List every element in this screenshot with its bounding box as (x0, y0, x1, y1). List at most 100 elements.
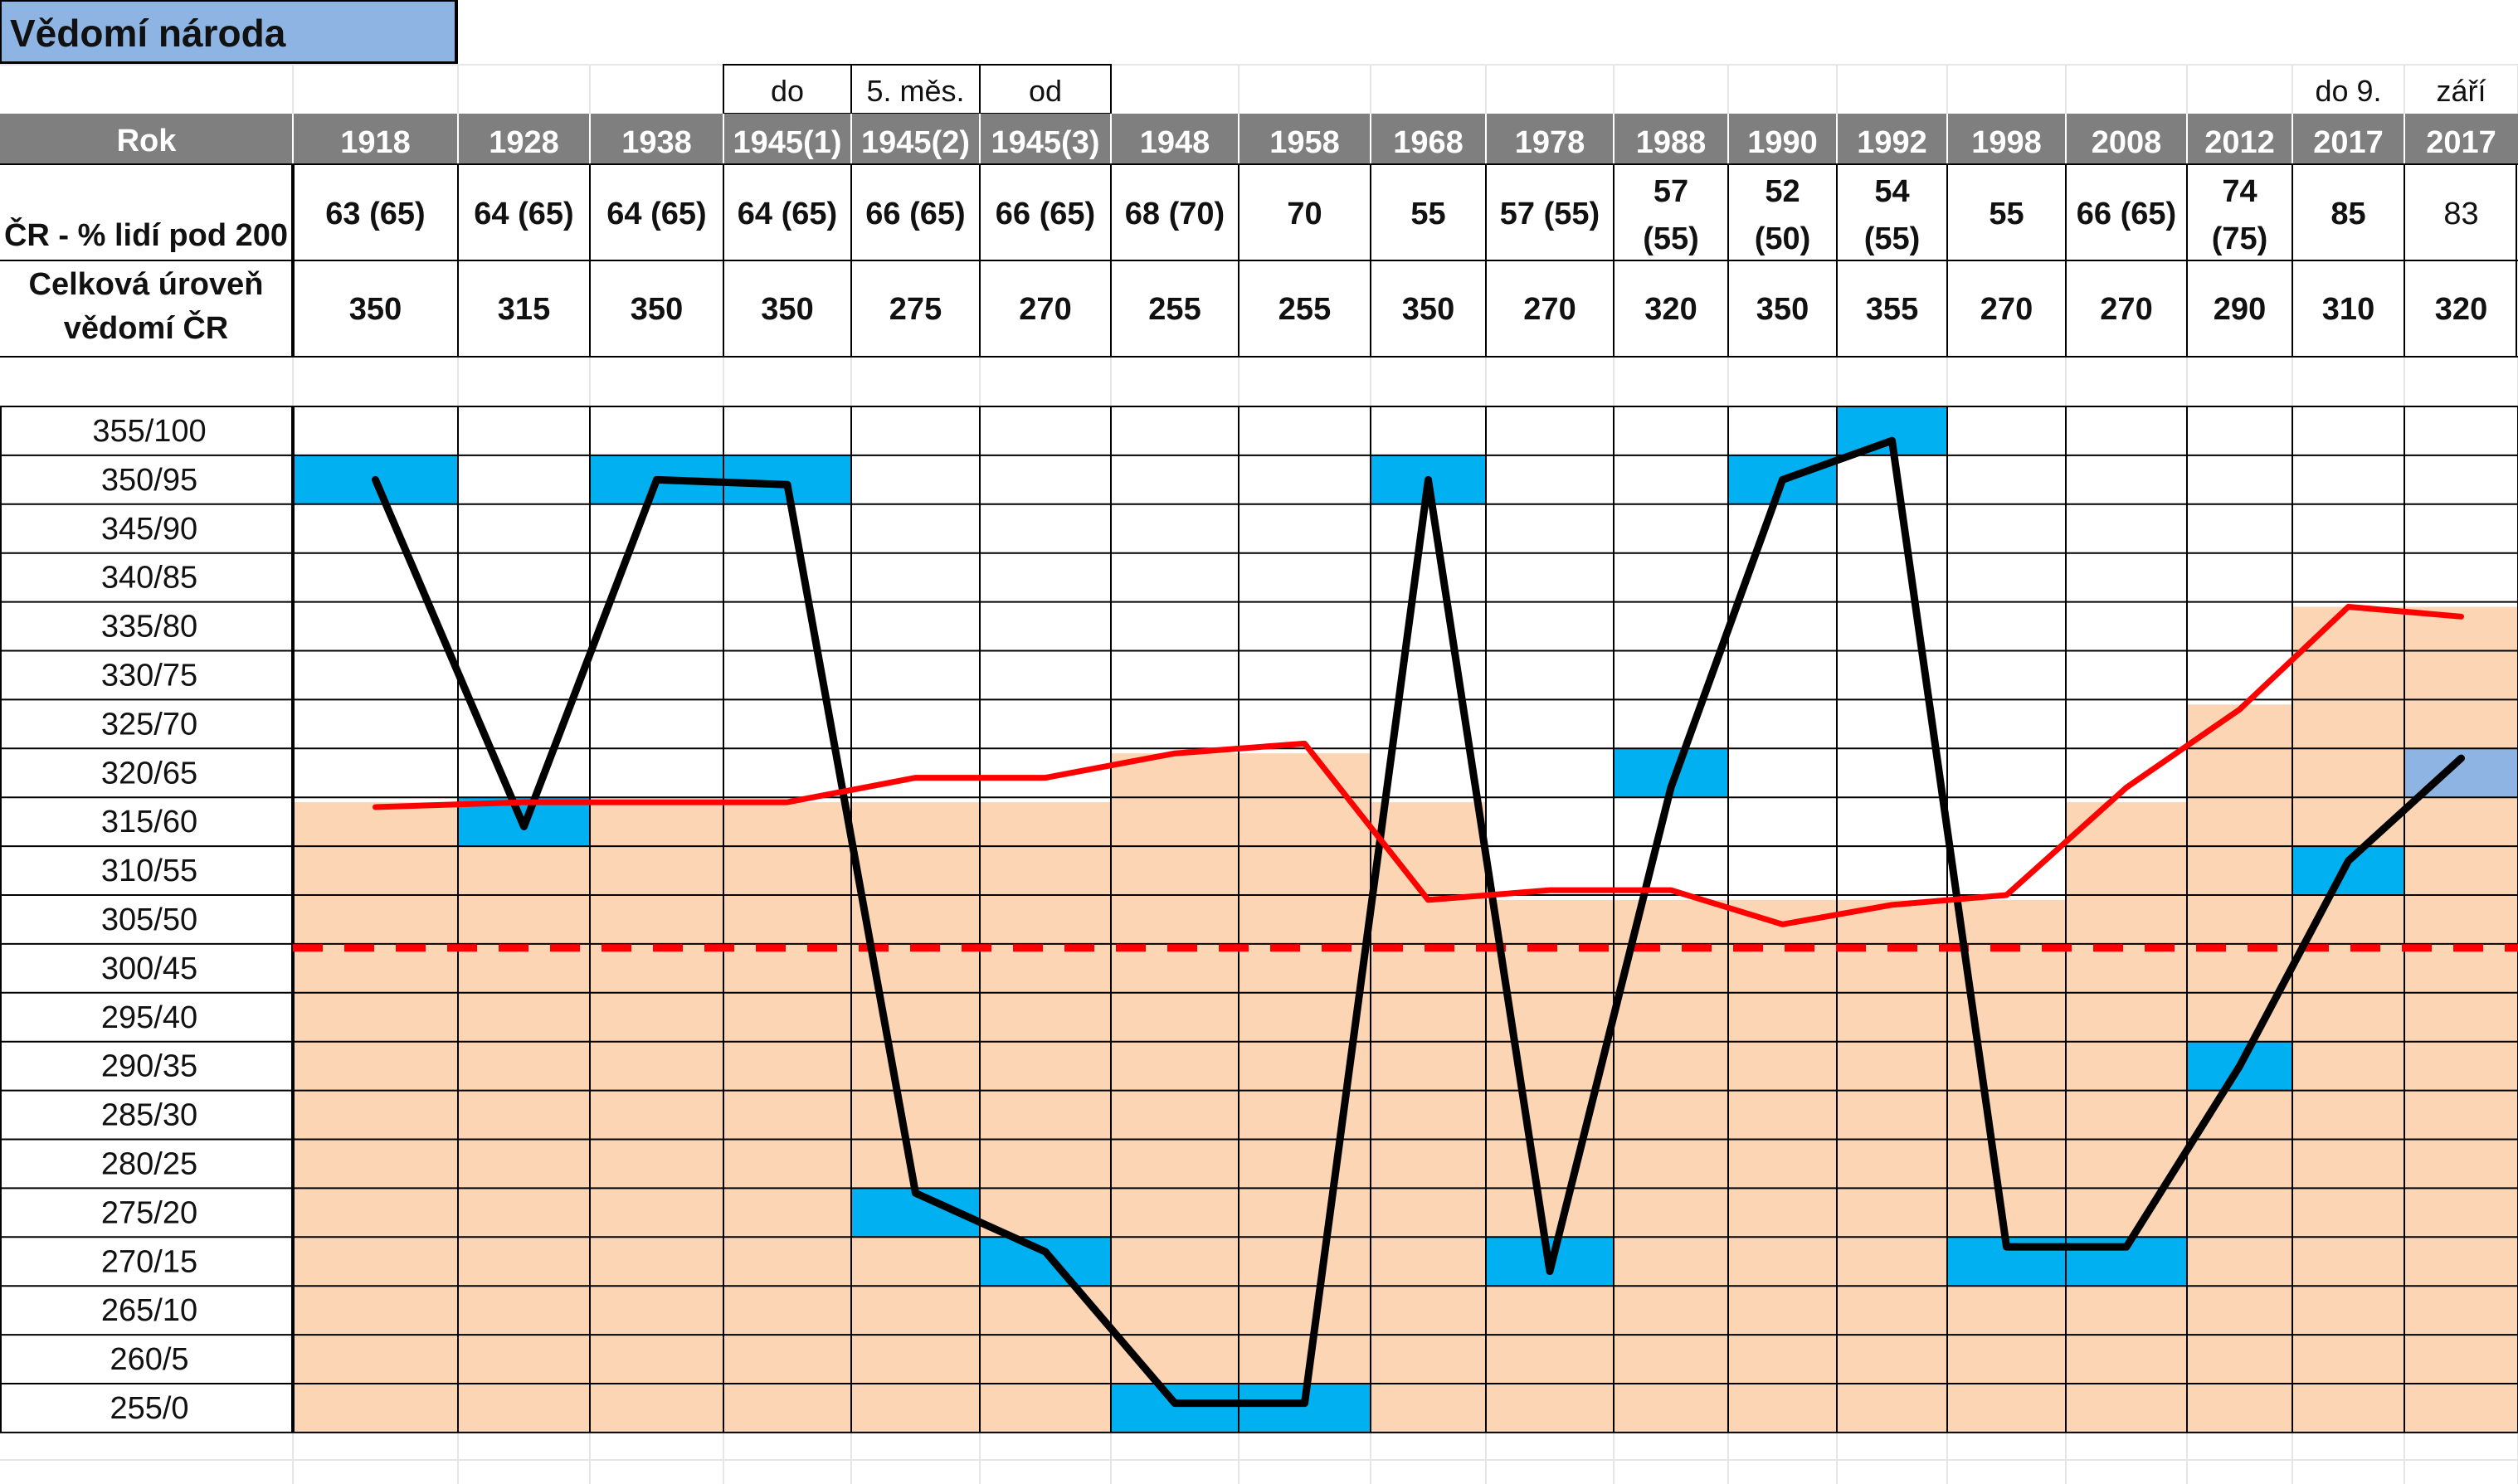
percent-label: 66 (65) (996, 197, 1095, 231)
level-label: 270 (1523, 292, 1576, 327)
level-label: 320 (2435, 292, 2487, 327)
level-label: 255 (1148, 292, 1201, 327)
peach-cell (1614, 899, 1728, 1433)
peach-cell (1111, 753, 1239, 1433)
level-label: 270 (1019, 292, 1071, 327)
peach-cell (2066, 802, 2187, 1433)
header-note: 5. měs. (866, 74, 964, 108)
y-tick-label: 350/95 (101, 463, 197, 498)
level-label: 350 (349, 292, 402, 327)
percent-label: 64 (65) (738, 197, 837, 231)
year-label: 2012 (2204, 125, 2275, 160)
percent-label: 74 (2222, 174, 2257, 209)
peach-area (293, 606, 2518, 1433)
year-label: 1945(1) (733, 125, 842, 160)
chart-title: Vědomí národa (10, 12, 286, 55)
highlight-cell (980, 1237, 1111, 1287)
percent-label: (55) (1643, 221, 1699, 256)
percent-label: 54 (1874, 174, 1909, 209)
text-layer: Vědomí národa do 5. měs. od do 9. září Rok 1918… (4, 12, 2496, 1426)
level-label: 310 (2322, 292, 2374, 327)
y-tick-label: 285/30 (101, 1098, 197, 1133)
y-tick-label: 315/60 (101, 805, 197, 839)
percent-label: 57 (1654, 174, 1688, 209)
year-label: 1918 (340, 125, 411, 160)
year-label: 1990 (1747, 125, 1818, 160)
y-tick-label: 335/80 (101, 610, 197, 645)
y-tick-label: 290/35 (101, 1049, 197, 1084)
year-label: 1958 (1269, 125, 1340, 160)
year-label: 1945(2) (861, 125, 970, 160)
level-label: 275 (889, 292, 942, 327)
y-tick-label: 325/70 (101, 707, 197, 742)
percent-label: 55 (1410, 197, 1445, 231)
y-tick-label: 300/45 (101, 951, 197, 986)
year-label: 1945(3) (991, 125, 1100, 160)
year-label: 1978 (1515, 125, 1585, 160)
y-tick-label: 330/75 (101, 659, 197, 693)
title-box (0, 0, 458, 65)
peach-cell (1371, 802, 1486, 1433)
header-row (0, 114, 2518, 164)
y-tick-label: 305/50 (101, 903, 197, 937)
y-tick-label: 295/40 (101, 1000, 197, 1035)
level-label: 350 (631, 292, 683, 327)
peach-cell (2292, 606, 2404, 1433)
percent-label: (75) (2212, 221, 2268, 256)
y-tick-label: 310/55 (101, 854, 197, 888)
percent-label: 68 (70) (1125, 197, 1225, 231)
row-label-year: Rok (117, 124, 178, 158)
level-label: 270 (2100, 292, 2152, 327)
header-note: do (771, 74, 804, 108)
y-tick-label: 280/25 (101, 1147, 197, 1182)
row-label-level-2: vědomí ČR (64, 309, 228, 346)
percent-label: 66 (65) (2077, 197, 2176, 231)
peach-cell (980, 802, 1111, 1433)
highlight-cell (1111, 1384, 1239, 1433)
year-label: 1998 (1971, 125, 2042, 160)
level-label: 355 (1866, 292, 1918, 327)
peach-cell (723, 802, 851, 1433)
year-label: 2017 (2426, 125, 2496, 160)
percent-label: 85 (2330, 197, 2365, 231)
year-label: 1988 (1636, 125, 1707, 160)
y-tick-label: 255/0 (110, 1391, 188, 1426)
peach-cell (293, 802, 458, 1433)
year-label: 2008 (2092, 125, 2162, 160)
percent-label: 83 (2443, 197, 2478, 231)
peach-cell (1837, 899, 1947, 1433)
percent-label: 57 (55) (1500, 197, 1600, 231)
percent-label: 63 (65) (325, 197, 425, 231)
grid-lines (0, 114, 2518, 1433)
y-tick-label: 270/15 (101, 1244, 197, 1279)
peach-cell (851, 802, 980, 1433)
level-label: 350 (761, 292, 813, 327)
header-note: do 9. (2315, 74, 2381, 108)
year-label: 1938 (621, 125, 692, 160)
level-series-line (372, 436, 2465, 1408)
percent-label: (55) (1864, 221, 1921, 256)
level-label: 315 (498, 292, 550, 327)
y-tick-label: 340/85 (101, 561, 197, 596)
year-label: 2017 (2313, 125, 2384, 160)
series-lines (293, 436, 2518, 1408)
year-label: 1928 (489, 125, 559, 160)
header-note: od (1029, 74, 1062, 108)
percent-label: 64 (65) (606, 197, 706, 231)
year-label: 1968 (1393, 125, 1464, 160)
year-label: 1948 (1140, 125, 1210, 160)
peach-cell (458, 802, 590, 1433)
highlight-cell (2292, 846, 2404, 895)
y-tick-label: 265/10 (101, 1293, 197, 1328)
header-note: září (2436, 74, 2486, 108)
percent-label: 64 (65) (474, 197, 573, 231)
peach-cell (2404, 606, 2518, 1433)
peach-cell (590, 802, 723, 1433)
row-label-level-1: Celková úroveň (29, 267, 264, 302)
y-tick-label: 345/90 (101, 512, 197, 547)
percent-label: 66 (65) (865, 197, 965, 231)
level-label: 320 (1644, 292, 1697, 327)
peach-cell (1728, 899, 1837, 1433)
percent-label: (50) (1755, 221, 1811, 256)
